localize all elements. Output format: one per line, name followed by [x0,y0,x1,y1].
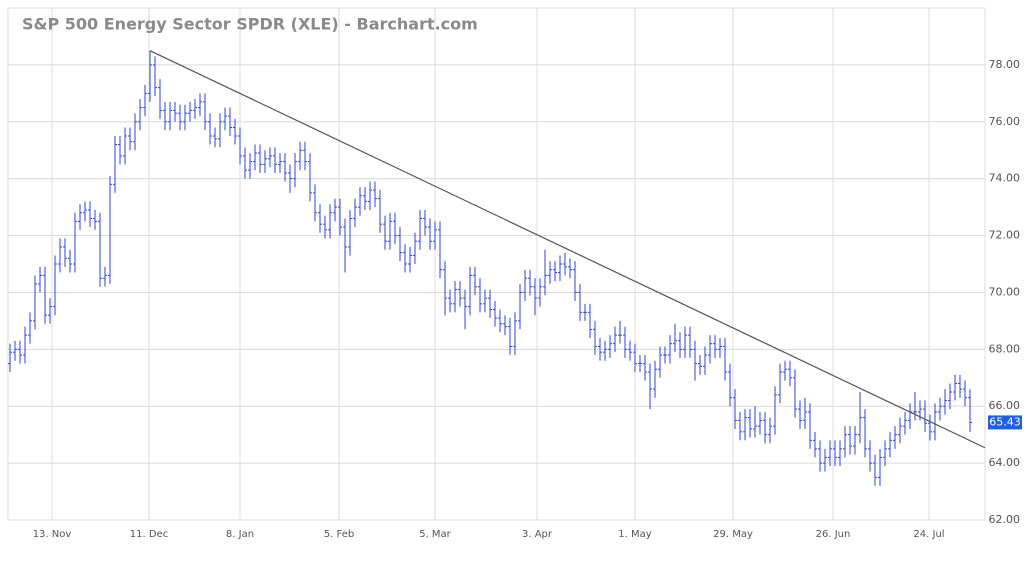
y-tick-label: 76.00 [989,115,1021,128]
y-tick-label: 64.00 [989,456,1021,469]
y-tick-label: 78.00 [989,58,1021,71]
x-tick-label: 26. Jun [816,529,851,540]
x-tick-label: 11. Dec [130,529,168,540]
x-tick-label: 8. Jan [226,529,254,540]
y-tick-label: 72.00 [989,229,1021,242]
trend-line [149,50,986,449]
x-tick-label: 1. May [618,529,651,540]
bars [8,50,972,486]
y-tick-label: 62.00 [989,513,1021,526]
last-price-label: 65.43 [989,415,1021,428]
y-tick-label: 70.00 [989,285,1021,298]
x-tick-label: 24. Jul [913,529,944,540]
y-tick-label: 74.00 [989,172,1021,185]
x-tick-label: 13. Nov [33,529,72,540]
y-tick-label: 68.00 [989,342,1021,355]
x-tick-label: 3. Apr [522,529,553,540]
y-tick-label: 66.00 [989,399,1021,412]
chart-title: S&P 500 Energy Sector SPDR (XLE) - Barch… [22,15,478,34]
x-tick-label: 5. Feb [324,529,354,540]
x-tick-label: 29. May [713,529,753,540]
x-tick-label: 5. Mar [419,529,451,540]
last-price-box [988,415,1022,430]
